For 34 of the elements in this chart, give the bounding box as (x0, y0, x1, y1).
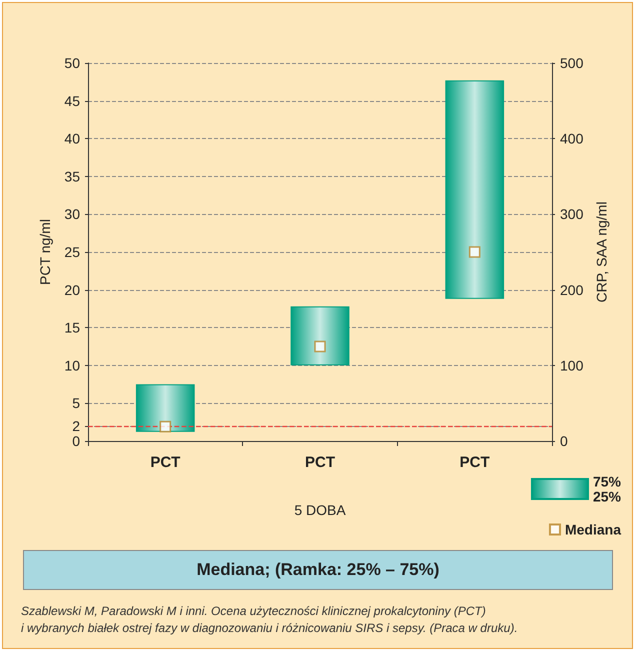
y2-tick-label: 100 (560, 357, 584, 374)
y2-tick-label: 300 (560, 206, 584, 222)
point (468, 246, 480, 258)
text: Szablewski M, Paradowski M i inni. Ocena użyteczności klinicznej prokalcytoniny (PCT) i wybranych białek ostrej fazy w diagnozowaniu i różnicowaniu SIRS i sepsy. (Praca w druku). (21, 603, 519, 637)
y-tick-label: 10 (64, 357, 80, 374)
y2-tick-label: 500 (560, 55, 584, 71)
y2-axis-title: CRP, SAA ng/ml (593, 202, 610, 302)
x-tick-label: PCT (305, 454, 335, 471)
y-tick-label: 50 (64, 55, 80, 71)
y2-tick-label: 0 (560, 433, 568, 449)
legend-label: 75% 25% (592, 474, 622, 504)
y-tick-label: 0 (72, 433, 80, 449)
point (160, 420, 172, 432)
bar (445, 80, 504, 299)
y-tick-label: 2 (72, 418, 80, 434)
y-tick-label: 45 (64, 92, 80, 109)
y-tick-label: 20 (64, 282, 80, 298)
bar (136, 384, 195, 432)
bar (290, 306, 350, 366)
x-tick-label: PCT (150, 454, 180, 471)
x-axis-title: 5 DOBA (294, 502, 346, 518)
y2-tick-label: 400 (560, 130, 584, 147)
text: Mediana; (Ramka: 25% – 75%) (23, 550, 613, 590)
y-tick-label: 5 (72, 395, 80, 412)
y-tick-label: 40 (64, 130, 80, 147)
y-tick-label: 25 (64, 244, 80, 260)
y-tick-label: 15 (64, 320, 80, 336)
y2-tick-label: 200 (560, 282, 584, 298)
y-tick-label: 30 (64, 206, 80, 222)
y-axis-title: PCT ng/ml (37, 219, 53, 285)
x-tick-label: PCT (460, 454, 490, 471)
y-tick-label: 35 (64, 168, 80, 184)
point (314, 340, 326, 352)
legend-label: Mediana (564, 522, 622, 538)
